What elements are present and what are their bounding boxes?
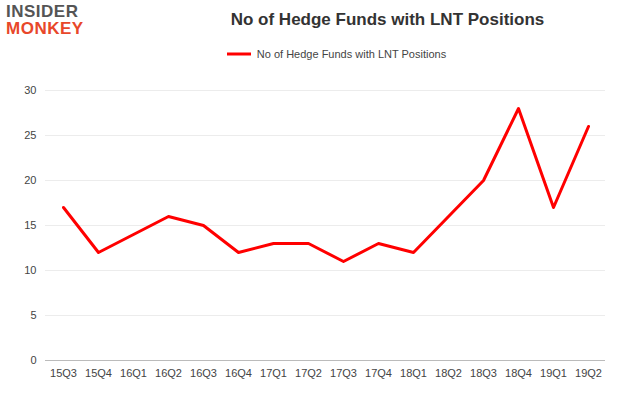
html-text:No of Hedge Funds with LNT Pos: No of Hedge Funds with LNT Positions [256,47,447,60]
svg-text:19Q1: 19Q1 [540,367,567,379]
svg-text:16Q4: 16Q4 [225,367,252,379]
svg-text:10: 10 [24,264,36,276]
svg-text:15Q3: 15Q3 [50,367,77,379]
svg-text:19Q2: 19Q2 [575,367,602,379]
html-text:MONKEY: MONKEY [6,19,84,38]
svg-text:16Q3: 16Q3 [190,367,217,379]
svg-text:18Q3: 18Q3 [470,367,497,379]
svg-text:15: 15 [24,219,36,231]
svg-text:18Q4: 18Q4 [505,367,532,379]
svg-text:18Q1: 18Q1 [400,367,427,379]
svg-text:17Q2: 17Q2 [295,367,322,379]
svg-text:0: 0 [30,354,36,366]
svg-text:18Q2: 18Q2 [435,367,462,379]
svg-text:17Q4: 17Q4 [365,367,392,379]
svg-text:15Q4: 15Q4 [85,367,112,379]
svg-text:30: 30 [24,84,36,96]
svg-text:16Q2: 16Q2 [155,367,182,379]
svg-text:25: 25 [24,129,36,141]
svg-text:5: 5 [30,309,36,321]
html-text:INSIDER: INSIDER [6,2,79,21]
svg-text:17Q3: 17Q3 [330,367,357,379]
svg-text:16Q1: 16Q1 [120,367,147,379]
svg-text:20: 20 [24,174,36,186]
html-text:No of Hedge Funds with LNT Pos: No of Hedge Funds with LNT Positions [230,10,545,29]
svg-text:17Q1: 17Q1 [260,367,287,379]
